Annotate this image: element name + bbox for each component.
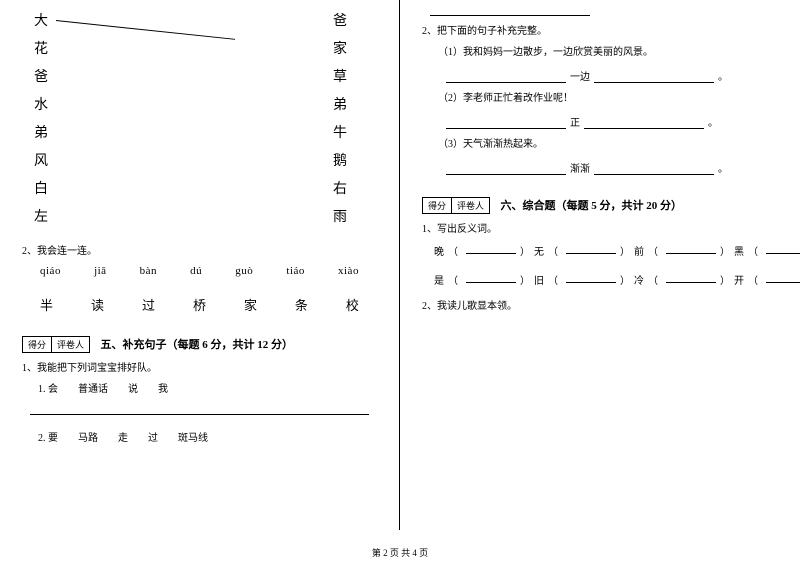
q5-1a: 1. 会 普通话 说 我 bbox=[22, 380, 377, 395]
ant2-1: 旧 bbox=[534, 272, 544, 287]
pinyin-1: jiā bbox=[94, 265, 107, 277]
q6-2: 2、我读儿歌显本领。 bbox=[422, 297, 778, 312]
match-left-2: 爸 bbox=[34, 64, 48, 92]
char-4: 家 bbox=[244, 295, 257, 314]
section-5-header: 得分 评卷人 五、补充句子（每题 6 分，共计 12 分） bbox=[22, 314, 377, 353]
ant-blank-1-2[interactable] bbox=[666, 243, 716, 254]
match-right-5: 鹅 bbox=[333, 148, 347, 176]
fill-2-1: 一边 。 bbox=[442, 68, 778, 83]
ant1-1: 无 bbox=[534, 243, 544, 258]
char-1: 读 bbox=[91, 295, 104, 314]
matching-right-col: 爸 家 草 弟 牛 鹅 右 雨 bbox=[333, 8, 347, 232]
match-right-0: 爸 bbox=[333, 8, 347, 36]
match-right-7: 雨 bbox=[333, 204, 347, 232]
match-left-7: 左 bbox=[34, 204, 48, 232]
char-6: 校 bbox=[346, 295, 359, 314]
ant2-2: 冷 bbox=[634, 272, 644, 287]
blank-2-3a[interactable] bbox=[446, 164, 566, 175]
question-2-left: 2、我会连一连。 bbox=[22, 242, 377, 257]
match-left-3: 水 bbox=[34, 92, 48, 120]
q2-1: （1）我和妈妈一边散步，一边欣赏美丽的风景。 bbox=[422, 43, 778, 58]
match-right-1: 家 bbox=[333, 36, 347, 64]
blank-2-1b[interactable] bbox=[594, 72, 714, 83]
score-box-6: 得分 评卷人 bbox=[422, 197, 490, 214]
q5-1: 1、我能把下列词宝宝排好队。 bbox=[22, 359, 377, 374]
section-6-header: 得分 评卷人 六、综合题（每题 5 分，共计 20 分） bbox=[422, 175, 778, 214]
ant1-0: 晚 bbox=[434, 243, 444, 258]
ant-blank-2-0[interactable] bbox=[466, 272, 516, 283]
pinyin-6: xiào bbox=[338, 265, 359, 277]
match-right-4: 牛 bbox=[333, 120, 347, 148]
score-cell-defen-6: 得分 bbox=[423, 198, 452, 213]
ant2-3: 开 bbox=[734, 272, 744, 287]
pinyin-0: qiáo bbox=[40, 265, 61, 277]
antonym-row-2: 是（） 旧（） 冷（） 开（） 老（） bbox=[422, 272, 778, 287]
blank-2-2a[interactable] bbox=[446, 118, 566, 129]
left-column: 大 花 爸 水 弟 风 白 左 爸 家 草 弟 牛 鹅 右 雨 2、我会连一连。 bbox=[0, 0, 400, 530]
answer-line-1[interactable] bbox=[30, 403, 369, 415]
page-footer: 第 2 页 共 4 页 bbox=[0, 546, 800, 559]
ant-blank-2-2[interactable] bbox=[666, 272, 716, 283]
right-column: 2、把下面的句子补充完整。 （1）我和妈妈一边散步，一边欣赏美丽的风景。 一边 … bbox=[400, 0, 800, 530]
char-0: 半 bbox=[40, 295, 53, 314]
section-6-title: 六、综合题（每题 5 分，共计 20 分） bbox=[501, 197, 683, 213]
fill-2-2: 正 。 bbox=[442, 114, 778, 129]
matching-exercise: 大 花 爸 水 弟 风 白 左 爸 家 草 弟 牛 鹅 右 雨 bbox=[22, 8, 377, 232]
ant2-0: 是 bbox=[434, 272, 444, 287]
q2-3: （3）天气渐渐热起来。 bbox=[422, 135, 778, 150]
mid-2-1: 一边 bbox=[570, 68, 590, 83]
score-box-5: 得分 评卷人 bbox=[22, 336, 90, 353]
match-left-5: 风 bbox=[34, 148, 48, 176]
matching-connection-line bbox=[56, 20, 235, 40]
ant1-2: 前 bbox=[634, 243, 644, 258]
period-3: 。 bbox=[718, 160, 728, 175]
blank-2-1a[interactable] bbox=[446, 72, 566, 83]
match-right-6: 右 bbox=[333, 176, 347, 204]
pinyin-row: qiáo jiā bàn dú guò tiáo xiào bbox=[22, 257, 377, 277]
match-left-6: 白 bbox=[34, 176, 48, 204]
matching-left-col: 大 花 爸 水 弟 风 白 左 bbox=[34, 8, 48, 232]
match-left-4: 弟 bbox=[34, 120, 48, 148]
pinyin-4: guò bbox=[235, 265, 253, 277]
q6-1: 1、写出反义词。 bbox=[422, 220, 778, 235]
ant-blank-1-3[interactable] bbox=[766, 243, 800, 254]
score-cell-grader-6: 评卷人 bbox=[452, 198, 489, 213]
match-right-2: 草 bbox=[333, 64, 347, 92]
ant-blank-2-1[interactable] bbox=[566, 272, 616, 283]
mid-2-3: 渐渐 bbox=[570, 160, 590, 175]
match-left-0: 大 bbox=[34, 8, 48, 36]
blank-2-2b[interactable] bbox=[584, 118, 704, 129]
pinyin-5: tiáo bbox=[286, 265, 305, 277]
match-right-3: 弟 bbox=[333, 92, 347, 120]
top-answer-line[interactable] bbox=[430, 8, 590, 16]
match-left-1: 花 bbox=[34, 36, 48, 64]
blank-2-3b[interactable] bbox=[594, 164, 714, 175]
char-3: 桥 bbox=[193, 295, 206, 314]
ant-blank-1-0[interactable] bbox=[466, 243, 516, 254]
ant1-3: 黑 bbox=[734, 243, 744, 258]
section-5-title: 五、补充句子（每题 6 分，共计 12 分） bbox=[101, 336, 294, 352]
q5-1b: 2. 要 马路 走 过 斑马线 bbox=[22, 429, 377, 444]
score-cell-defen-5: 得分 bbox=[23, 337, 52, 352]
q2-right: 2、把下面的句子补充完整。 bbox=[422, 22, 778, 37]
page-container: 大 花 爸 水 弟 风 白 左 爸 家 草 弟 牛 鹅 右 雨 2、我会连一连。 bbox=[0, 0, 800, 530]
ant-blank-2-3[interactable] bbox=[766, 272, 800, 283]
antonym-row-1: 晚（） 无（） 前（） 黑（） 慢（） bbox=[422, 243, 778, 258]
fill-2-3: 渐渐 。 bbox=[442, 160, 778, 175]
q2-2: （2）李老师正忙着改作业呢！ bbox=[422, 89, 778, 104]
score-cell-grader-5: 评卷人 bbox=[52, 337, 89, 352]
char-5: 条 bbox=[295, 295, 308, 314]
period-1: 。 bbox=[718, 68, 728, 83]
char-2: 过 bbox=[142, 295, 155, 314]
ant-blank-1-1[interactable] bbox=[566, 243, 616, 254]
mid-2-2: 正 bbox=[570, 114, 580, 129]
period-2: 。 bbox=[708, 114, 718, 129]
char-row: 半 读 过 桥 家 条 校 bbox=[22, 277, 377, 314]
pinyin-2: bàn bbox=[140, 265, 157, 277]
pinyin-3: dú bbox=[190, 265, 202, 277]
